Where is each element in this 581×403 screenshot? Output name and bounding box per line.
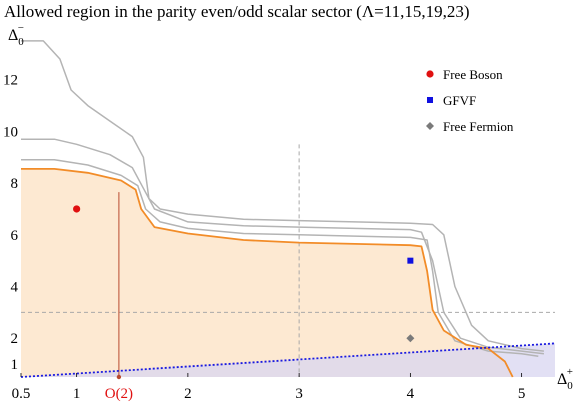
x-tick-label: 4 — [407, 386, 415, 402]
y-tick-label: 10 — [3, 124, 18, 140]
chart-title: Allowed region in the parity even/odd sc… — [4, 2, 470, 21]
bound-curve-outer-0 — [21, 40, 544, 352]
legend: Free Boson GFVF Free Fermion — [426, 67, 514, 134]
bound-curve-outer-2 — [21, 159, 539, 358]
y-tick-label: 4 — [11, 280, 19, 296]
legend-label: Free Fermion — [443, 119, 514, 134]
legend-marker-free-fermion — [426, 122, 434, 130]
o2-label: O(2) — [105, 386, 133, 402]
legend-marker-free-boson — [426, 70, 434, 78]
bound-curves — [20, 40, 556, 378]
x-axis-label: Δ0+ — [557, 366, 573, 392]
x-tick-label: 2 — [184, 386, 192, 402]
x-tick-label: 0.5 — [12, 386, 31, 402]
data-point-free-boson — [73, 205, 81, 213]
fermion-bound-line — [20, 342, 556, 378]
y-axis-label: Δ0− — [8, 22, 24, 48]
bound-curve-outer-1 — [21, 138, 544, 355]
legend-label: Free Boson — [443, 67, 503, 82]
legend-marker-gfvf — [427, 97, 433, 103]
y-tick-label: 2 — [11, 331, 19, 347]
y-tick-label: 6 — [11, 228, 19, 244]
y-tick-label: 1 — [11, 357, 19, 373]
data-markers: O(2) — [73, 205, 415, 402]
allowed-region — [21, 168, 513, 377]
x-tick-label: 5 — [518, 386, 526, 402]
bound-curve-inner — [21, 168, 514, 378]
legend-label: GFVF — [443, 93, 476, 108]
y-tick-label: 8 — [11, 176, 19, 192]
y-tick-label: 12 — [3, 73, 18, 89]
x-tick-label: 3 — [295, 386, 303, 402]
data-point-free-fermion — [406, 334, 415, 343]
data-point-gfvf — [407, 257, 414, 264]
o2-point — [116, 374, 122, 380]
x-ticks: 0.5 1 2 3 4 5 — [12, 373, 526, 402]
x-tick-label: 1 — [73, 386, 81, 402]
